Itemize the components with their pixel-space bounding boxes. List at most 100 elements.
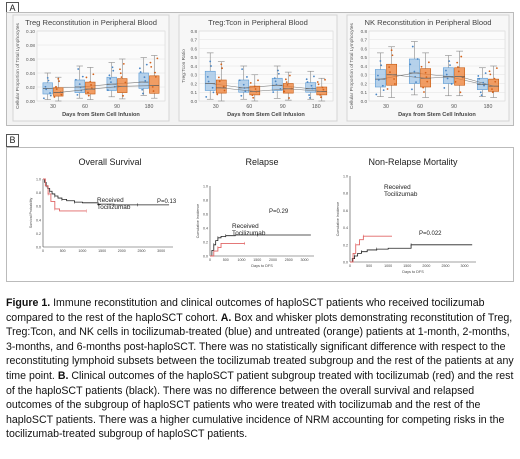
data-point [273, 77, 276, 80]
y-tick-label: 0.06 [26, 57, 35, 62]
data-point [310, 84, 313, 87]
y-tick-label: 0.1 [191, 90, 198, 95]
iqr-box [117, 78, 128, 93]
data-point [110, 81, 112, 84]
data-point [422, 86, 425, 89]
y-tick-label: 0.0 [203, 255, 208, 259]
median-trend-line [210, 83, 311, 90]
x-tick-label: 60 [417, 104, 423, 110]
x-tick-label: 2500 [441, 264, 449, 268]
x-axis-label: Days from Stem Cell Infusion [398, 112, 476, 118]
data-point [150, 65, 153, 68]
data-point [411, 88, 413, 91]
median-trend-line [391, 74, 494, 87]
data-point [493, 77, 496, 80]
data-point [460, 55, 463, 58]
box-orange-180 [488, 65, 500, 98]
chart-title: Treg:Tcon in Peripheral Blood [208, 18, 308, 27]
data-point [143, 76, 146, 79]
data-point [420, 65, 423, 68]
x-axis-label: Days to DFS [402, 270, 424, 274]
y-tick-label: 0.1 [361, 90, 368, 95]
data-point [427, 61, 430, 64]
data-point [46, 77, 49, 79]
chart-title: Treg Reconstitution in Peripheral Blood [25, 18, 157, 27]
curve-rest-of-cohort [210, 234, 311, 257]
data-point [389, 71, 391, 74]
median-trend-line [380, 72, 483, 85]
y-tick-label: 0.02 [26, 85, 35, 90]
data-point [58, 80, 60, 83]
box-blue-90 [442, 55, 454, 97]
y-tick-label: 0.0 [36, 246, 41, 250]
x-tick-label: 2000 [118, 249, 126, 253]
x-tick-label: 30 [50, 104, 56, 110]
curve-rest-of-cohort [350, 244, 473, 263]
data-point [87, 91, 89, 94]
data-point [454, 80, 457, 83]
survival-curves-svg: Overall Survival 0.0 0.2 0.4 0.6 0.8 1.0 0 500 10… [29, 157, 476, 274]
y-tick-label: 0.6 [343, 209, 348, 213]
y-tick-label: 1.0 [203, 185, 208, 189]
y-tick-label: 0.4 [191, 64, 198, 69]
y-tick-label: 0.2 [36, 232, 41, 236]
data-point [152, 90, 155, 92]
data-point [45, 88, 48, 91]
y-tick-label: 0.8 [361, 29, 368, 34]
iqr-box [249, 85, 261, 96]
x-tick-label: 60 [246, 104, 252, 110]
data-point [124, 81, 127, 84]
data-point [388, 66, 391, 69]
curve-tocilizumab [350, 235, 392, 263]
data-point [480, 94, 483, 97]
data-point [142, 92, 144, 95]
y-tick-label: 0.6 [361, 46, 368, 51]
iqr-box [476, 77, 488, 90]
y-tick-label: 0.6 [36, 205, 41, 209]
data-point [393, 78, 395, 80]
data-point [423, 91, 425, 93]
data-point [284, 78, 287, 81]
data-point [109, 77, 112, 80]
data-point [457, 70, 460, 73]
data-point [252, 96, 255, 99]
x-axis-label: Days from Stem Cell Infusion [227, 112, 305, 118]
data-point [122, 94, 124, 97]
km-chart-3: Non-Relapse Mortality 0.0 0.2 0.4 0.6 0.8 1.0 0… [336, 157, 476, 274]
data-point [111, 66, 114, 69]
data-point [154, 75, 157, 78]
data-point [44, 85, 47, 88]
data-point [122, 62, 125, 65]
caption-figure-label: Figure 1. [6, 297, 51, 309]
data-point [319, 94, 322, 96]
data-point [494, 80, 497, 83]
data-point [445, 69, 447, 72]
data-point [244, 90, 247, 93]
box-blue-180 [476, 67, 488, 97]
data-point [456, 61, 459, 64]
chart-title: NK Reconstitution in Peripheral Blood [364, 18, 491, 27]
data-point [138, 67, 141, 70]
median-trend-line [47, 81, 144, 89]
x-tick-label: 2000 [422, 264, 430, 268]
data-point [57, 77, 60, 80]
x-tick-label: 1000 [384, 264, 392, 268]
x-tick-label: 0 [209, 258, 211, 262]
data-point [275, 83, 278, 86]
x-tick-label: 2000 [269, 258, 277, 262]
x-tick-label: 0 [42, 249, 44, 253]
data-point [76, 93, 79, 96]
figure-caption: Figure 1. Immune reconstitution and clin… [6, 296, 516, 442]
box-chart-1: Treg Reconstitution in Peripheral Blood 0… [12, 14, 170, 122]
caption-sentence-2: Box and whisker plots demonstrating reco… [6, 311, 514, 382]
x-tick-label: 500 [366, 264, 372, 268]
y-tick-label: 0.4 [343, 226, 348, 230]
data-point [386, 88, 389, 90]
data-point [322, 88, 325, 91]
data-point [218, 80, 221, 83]
iqr-box [442, 67, 454, 84]
data-point [222, 85, 225, 88]
data-point [205, 96, 208, 98]
data-point [479, 91, 482, 94]
data-point [217, 76, 220, 79]
